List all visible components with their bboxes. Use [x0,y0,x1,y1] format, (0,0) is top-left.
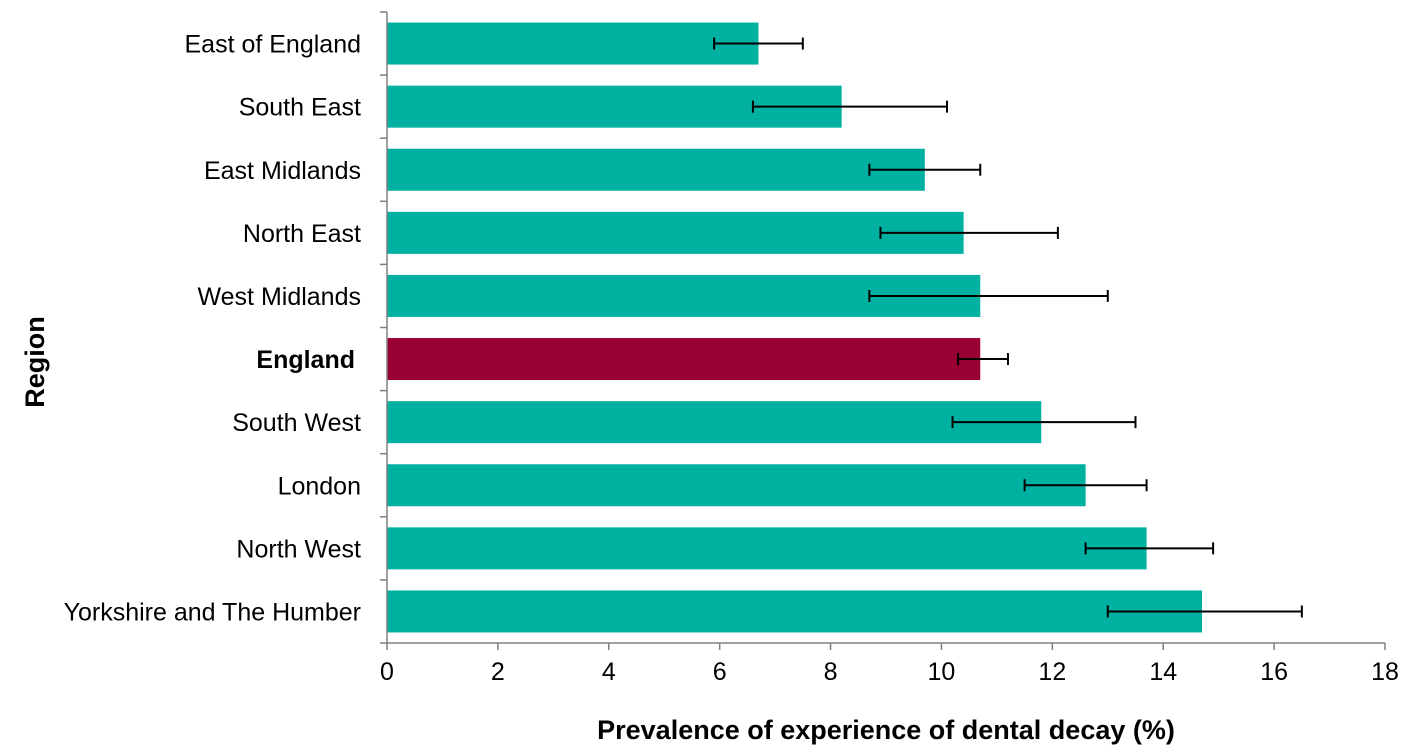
category-label: South East [239,94,361,122]
bar-england [387,338,981,381]
x-tick-label: 2 [491,658,505,686]
x-tick-label: 8 [824,658,838,686]
category-label: South West [232,409,361,437]
error-bar-north-east [879,226,1059,239]
bar-north-east [387,211,964,254]
error-bar-east-of-england [713,37,804,50]
x-tick-label: 4 [602,658,616,686]
category-label: North West [236,535,361,563]
category-label: East Midlands [204,157,361,185]
error-bars-layer [713,37,1303,618]
error-bar-south-west [951,416,1137,429]
category-label: West Midlands [198,283,362,311]
error-bar-north-west [1084,542,1215,555]
category-label: North East [243,220,361,248]
x-axis-title: Prevalence of experience of dental decay… [597,715,1175,745]
y-axis-title: Region [20,316,50,408]
axes-layer [380,11,1386,650]
x-tick-label: 10 [928,658,956,686]
x-tick-label: 6 [713,658,727,686]
error-bar-west-midlands [868,289,1109,302]
x-tick-label: 12 [1038,658,1066,686]
error-bar-london [1023,479,1148,492]
error-bar-england [957,353,1009,366]
category-label: London [278,472,361,500]
category-label: Yorkshire and The Humber [64,598,361,626]
bar-london [387,464,1086,507]
bar-north-west [387,527,1147,570]
bars-layer [387,22,1203,633]
error-bar-south-east [751,100,948,113]
x-tick-label: 18 [1371,658,1399,686]
bar-east-of-england [387,22,759,65]
x-tick-label: 0 [380,658,394,686]
category-label: East of England [184,31,361,59]
bar-yorkshire-and-the-humber [387,590,1203,633]
labels-layer: East of England South East East Midlands No… [64,31,1399,686]
error-bar-east-midlands [868,163,982,176]
bar-east-midlands [387,148,925,191]
bar-south-west [387,401,1042,444]
error-bar-yorkshire-and-the-humber [1106,605,1303,618]
category-label: England [256,346,355,374]
x-tick-label: 16 [1260,658,1288,686]
x-tick-label: 14 [1149,658,1177,686]
